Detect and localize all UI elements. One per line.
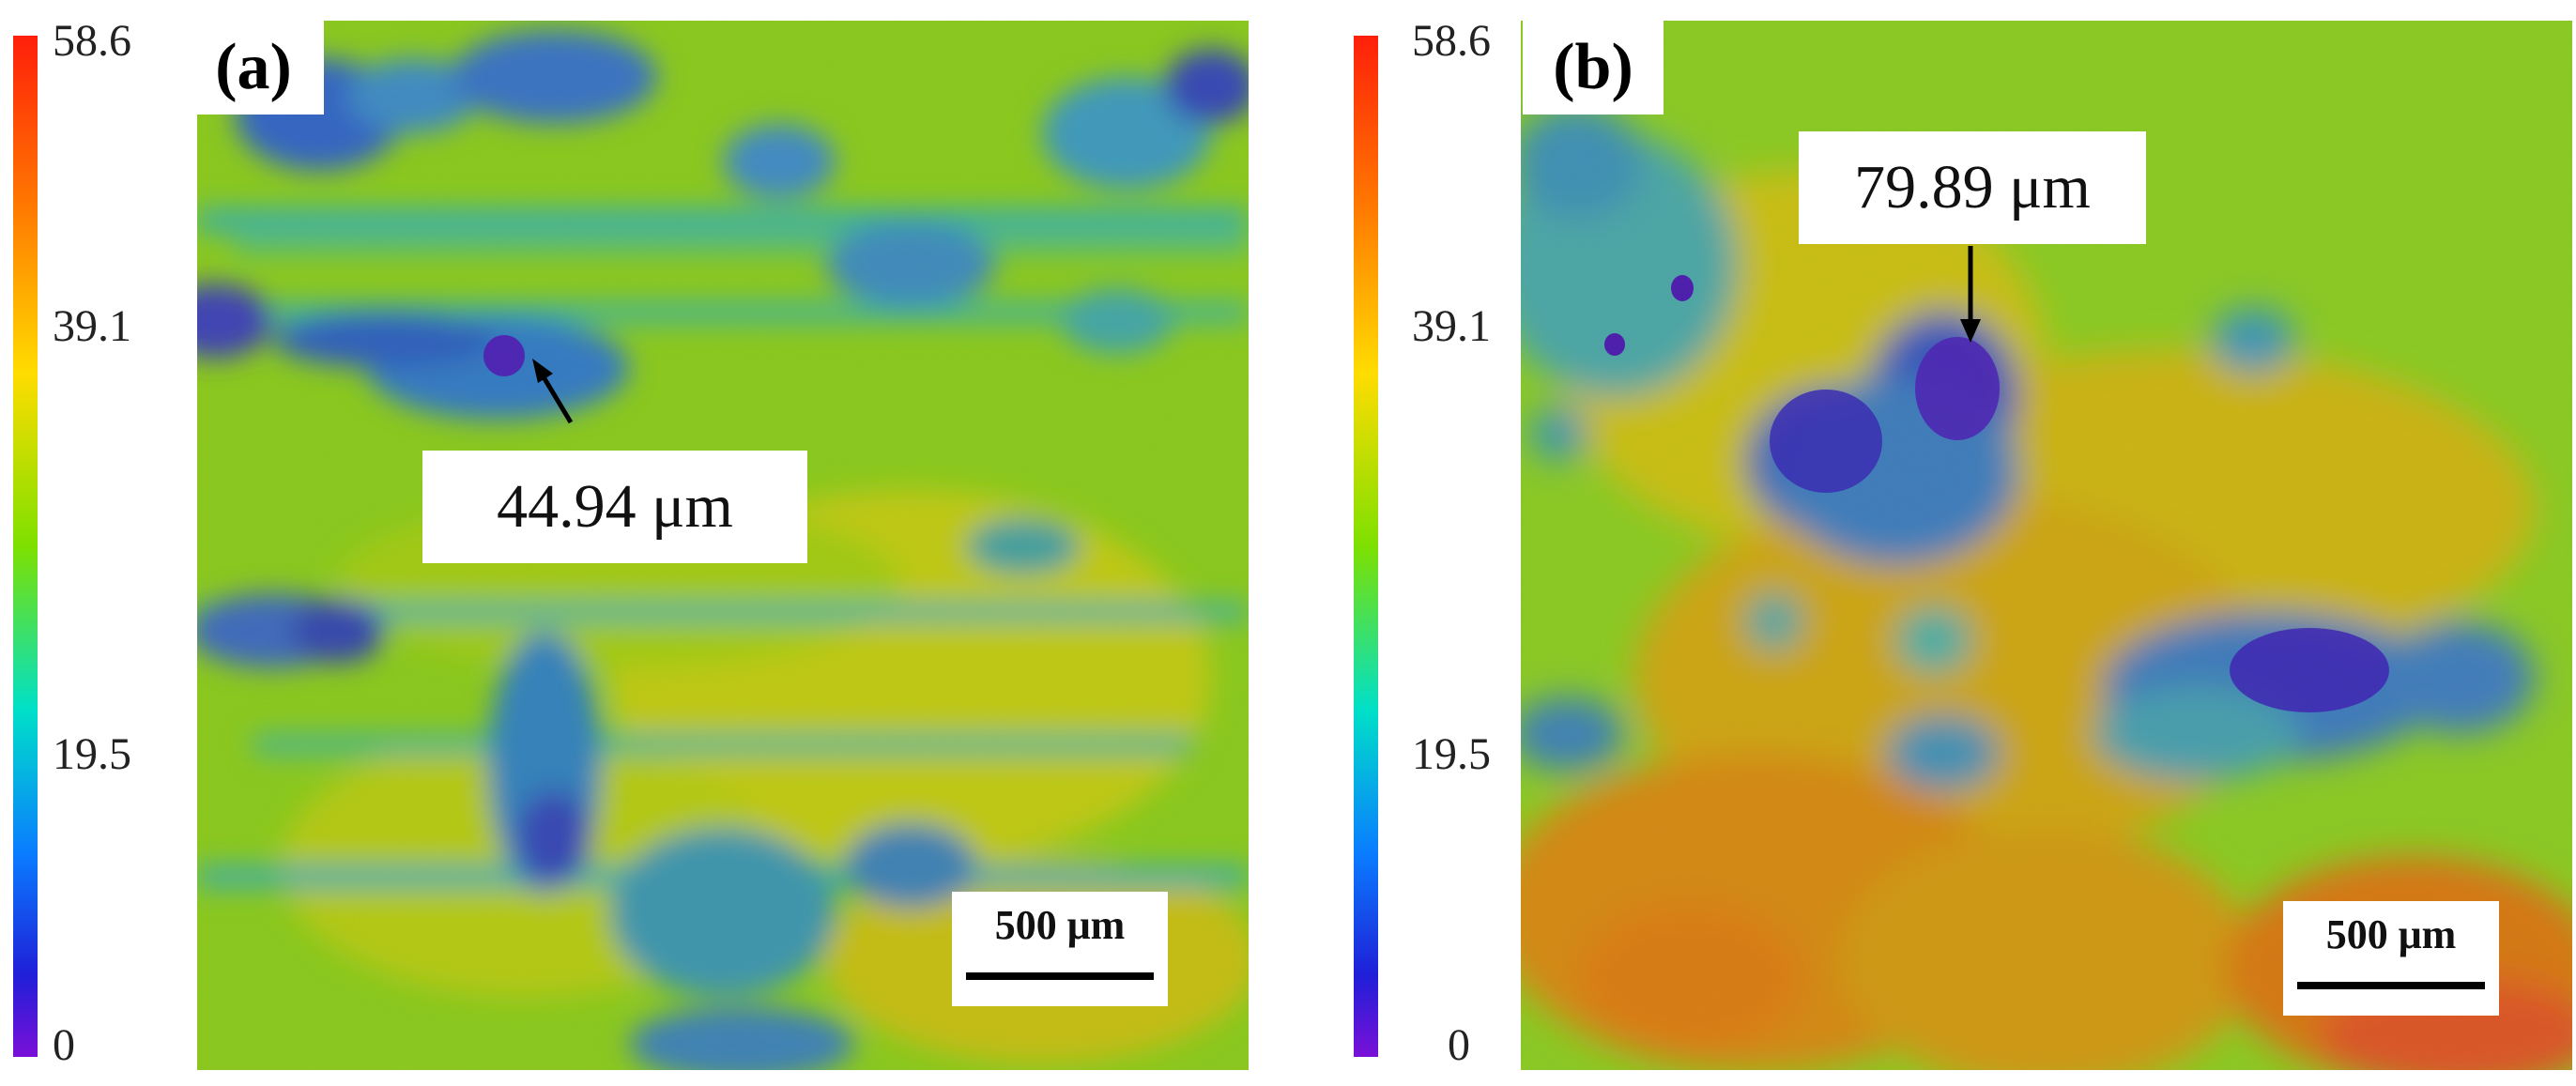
scale-bar-a: 500 μm — [952, 892, 1168, 1006]
colorbar-upper-label: 39.1 — [53, 301, 131, 351]
panel-label-b: (b) — [1523, 21, 1664, 115]
panel-a: 58.6 39.1 19.5 0 — [13, 16, 1249, 1070]
colorbar-max-label: 58.6 — [53, 16, 131, 66]
colorbar-min-label: 0 — [53, 1020, 75, 1070]
scale-bar-line-a — [966, 972, 1154, 980]
color-scale-bar — [1354, 36, 1378, 1057]
colorbar-lower-label: 19.5 — [53, 729, 131, 779]
colorbar-upper-label: 39.1 — [1412, 301, 1491, 351]
panel-label-a: (a) — [183, 21, 324, 115]
depth-callout-b: 79.89 μm — [1799, 131, 2146, 244]
scale-bar-line-b — [2297, 982, 2485, 989]
scale-bar-b: 500 μm — [2283, 901, 2499, 1016]
height-map-image — [1521, 21, 2572, 1070]
depth-callout-a: 44.94 μm — [422, 451, 807, 563]
colorbar-min-label: 0 — [1448, 1020, 1470, 1070]
colorbar-max-label: 58.6 — [1412, 16, 1491, 66]
color-scale-bar — [13, 36, 38, 1057]
colorbar-lower-label: 19.5 — [1412, 729, 1491, 779]
scale-bar-label-a: 500 μm — [994, 902, 1126, 948]
scale-bar-label-b: 500 μm — [2325, 911, 2457, 957]
panel-b: 58.6 39.1 19.5 0 — [1288, 0, 2576, 1086]
